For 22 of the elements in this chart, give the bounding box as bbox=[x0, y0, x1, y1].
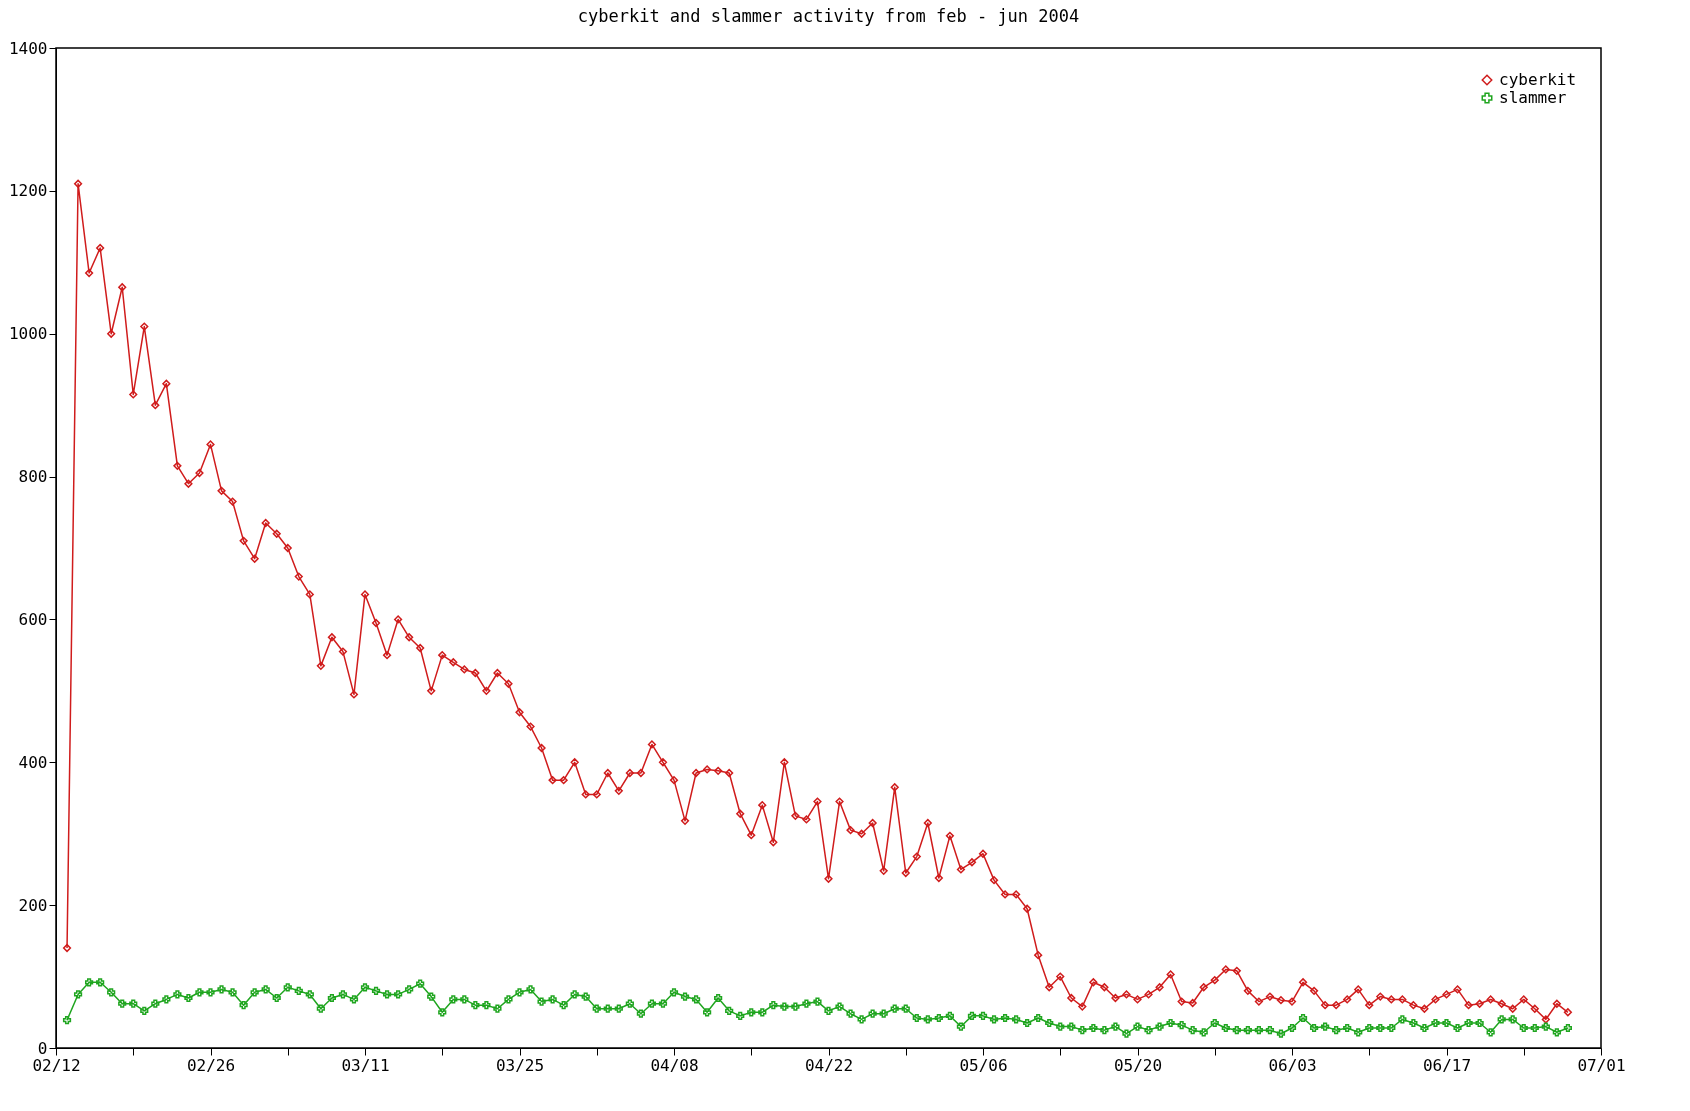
x-tick-label: 03/11 bbox=[341, 1055, 390, 1075]
x-tick-label: 02/26 bbox=[186, 1055, 236, 1075]
chart-title: cyberkit and slammer activity from feb - jun 2004 bbox=[577, 6, 1080, 26]
x-tick-label: 03/25 bbox=[495, 1055, 545, 1075]
x-tick-label: 07/01 bbox=[1577, 1055, 1626, 1075]
y-tick-label: 0 bbox=[37, 1038, 48, 1058]
x-tick-label: 04/22 bbox=[804, 1055, 854, 1075]
x-tick-label: 02/12 bbox=[32, 1055, 81, 1075]
x-tick-label: 06/03 bbox=[1268, 1055, 1317, 1075]
x-tick-label: 04/08 bbox=[650, 1055, 699, 1075]
y-tick-label: 1200 bbox=[8, 181, 48, 201]
x-tick-label: 05/20 bbox=[1113, 1055, 1163, 1075]
legend-label: slammer bbox=[1499, 88, 1567, 107]
y-tick-label: 800 bbox=[18, 467, 48, 487]
y-tick-label: 400 bbox=[18, 752, 48, 772]
y-tick-label: 600 bbox=[18, 609, 48, 629]
x-tick-label: 06/17 bbox=[1422, 1055, 1472, 1075]
y-tick-label: 200 bbox=[18, 895, 48, 915]
x-tick-label: 05/06 bbox=[959, 1055, 1008, 1075]
y-tick-label: 1000 bbox=[8, 324, 48, 344]
y-tick-label: 1400 bbox=[8, 38, 48, 58]
legend-label: cyberkit bbox=[1499, 70, 1577, 89]
